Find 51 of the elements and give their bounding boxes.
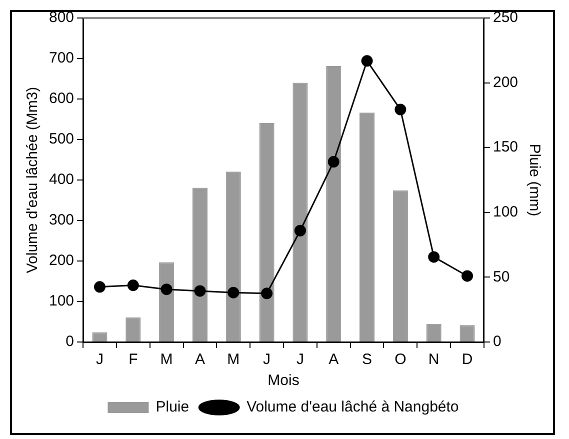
- y2-tick-label: 150: [492, 138, 518, 156]
- point: [94, 281, 106, 293]
- x-tick-label: A: [194, 351, 205, 368]
- bar: [326, 66, 342, 342]
- y2-tick-label: 50: [492, 268, 510, 286]
- bar: [126, 317, 141, 342]
- bar: [192, 188, 208, 342]
- point: [394, 104, 406, 116]
- x-tick-label: M: [160, 351, 173, 368]
- point: [328, 156, 340, 168]
- y-tick-label: 800: [48, 9, 74, 26]
- point: [261, 288, 273, 300]
- y2-axis-title: Pluie (mm): [526, 144, 543, 216]
- legend-label: Volume d'eau lâché à Nangbéto: [246, 398, 459, 416]
- x-tick-label: O: [394, 351, 406, 368]
- bar: [360, 112, 375, 342]
- y-tick-label: 0: [66, 333, 74, 350]
- point: [160, 284, 172, 296]
- bar: [226, 172, 241, 342]
- x-tick-label: D: [462, 351, 473, 368]
- x-tick-label: M: [227, 351, 240, 368]
- y-tick-label: 200: [48, 252, 74, 270]
- x-tick-label: A: [328, 351, 339, 368]
- bar: [292, 82, 308, 342]
- point: [228, 286, 240, 298]
- bar: [259, 122, 274, 342]
- y-axis-title: Volume d'eau lâchée (Mm3): [24, 86, 42, 274]
- x-tick-label: J: [263, 351, 271, 368]
- point: [294, 224, 306, 236]
- y-tick-label: 600: [48, 90, 74, 108]
- y-tick-label: 700: [48, 50, 74, 67]
- y2-tick-label: 100: [492, 204, 518, 221]
- bar: [392, 190, 408, 342]
- y-tick-label: 500: [48, 130, 74, 148]
- y2-tick-label: 200: [492, 74, 518, 91]
- x-tick-label: F: [128, 351, 138, 368]
- x-tick-label: S: [362, 351, 372, 368]
- x-axis-title: Mois: [268, 372, 300, 390]
- point: [127, 280, 139, 292]
- y2-tick-label: 0: [492, 333, 502, 350]
- x-tick-label: N: [428, 351, 440, 368]
- legend-label: Pluie: [156, 398, 190, 416]
- y-tick-label: 300: [48, 212, 74, 229]
- y-tick-label: 100: [48, 292, 74, 310]
- x-tick-label: J: [96, 351, 104, 368]
- y-tick-label: 400: [48, 171, 74, 188]
- point: [194, 285, 206, 297]
- point: [361, 55, 373, 67]
- x-tick-label: J: [296, 351, 304, 368]
- point: [462, 270, 474, 282]
- point: [428, 251, 440, 263]
